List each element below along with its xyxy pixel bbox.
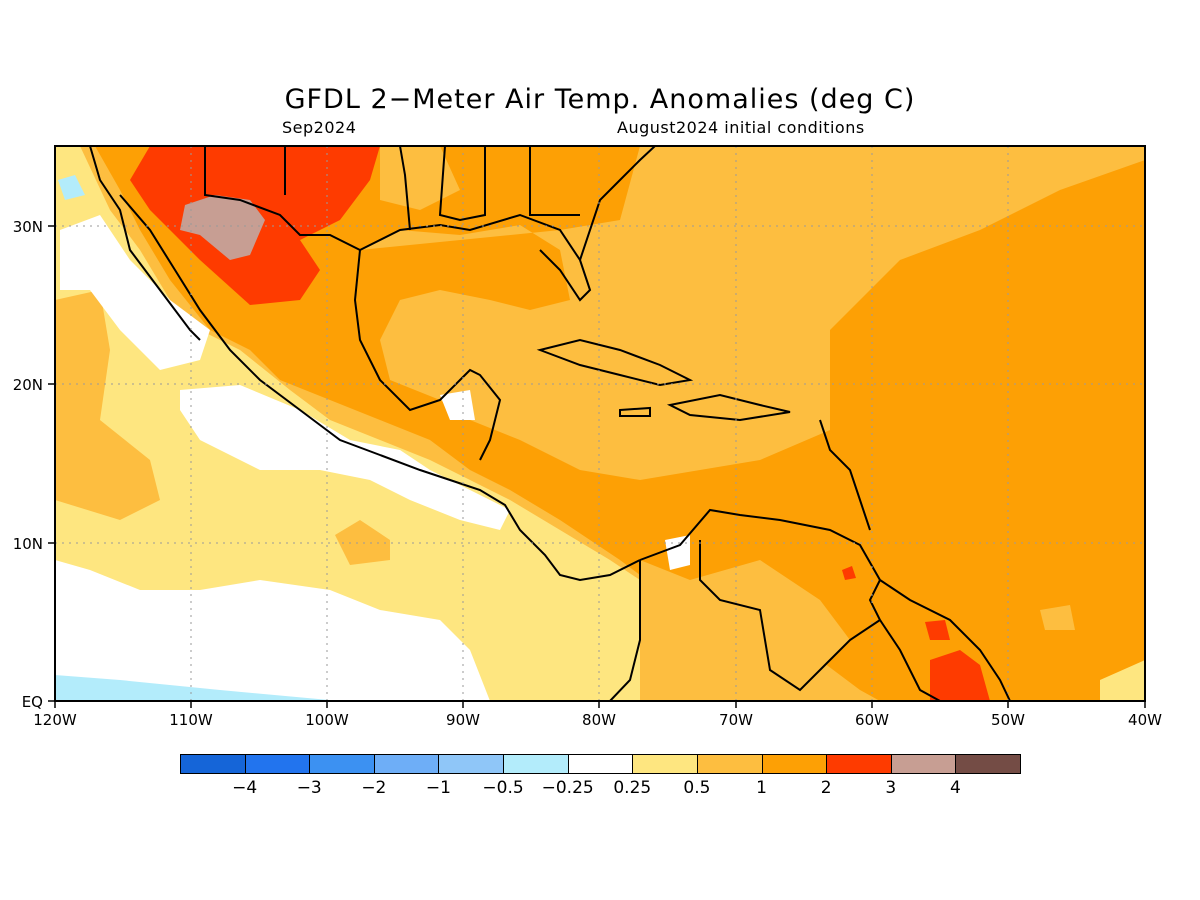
forecast-month: Sep2024 — [282, 118, 357, 137]
x-axis-labels: 120W 110W 100W 90W 80W 70W 60W 50W 40W — [33, 711, 1162, 729]
colorbar-label: 4 — [949, 778, 961, 798]
colorbar-swatch — [244, 754, 311, 774]
colorbar-label: −2 — [361, 778, 387, 798]
colorbar-label: 1 — [756, 778, 767, 798]
colorbar-swatch — [890, 754, 957, 774]
colorbar-swatch — [955, 754, 1021, 774]
anomaly-region-2-3 — [925, 620, 950, 640]
anomaly-region-0.5-1 — [55, 290, 160, 520]
colorbar-swatch — [761, 754, 828, 774]
colorbar-swatch — [567, 754, 634, 774]
anomaly-region-negative — [55, 675, 340, 701]
x-tick-label: 60W — [855, 711, 889, 729]
anomaly-region-near-zero — [440, 390, 475, 420]
colorbar-label: −0.5 — [482, 778, 524, 798]
y-tick-label: 30N — [13, 218, 43, 236]
x-tick-label: 90W — [446, 711, 480, 729]
y-tick-label: EQ — [22, 693, 43, 711]
coastlines — [89, 146, 1011, 701]
y-tick-label: 20N — [13, 376, 43, 394]
anomaly-region-0.25-0.5 — [55, 146, 640, 701]
tick-marks — [48, 225, 1146, 708]
y-axis-labels: EQ 10N 20N 30N — [13, 218, 43, 711]
anomaly-region-0.5-1 — [360, 146, 1145, 480]
colorbar-swatch — [826, 754, 892, 774]
colorbar-label: 0.5 — [683, 778, 711, 798]
anomaly-region-near-zero — [60, 215, 210, 370]
anomaly-region-near-zero — [665, 535, 690, 570]
colorbar-label: 2 — [820, 778, 832, 798]
anomaly-region-0.5-1 — [1040, 605, 1075, 630]
colorbar-swatch — [696, 754, 763, 774]
colorbar-label: −4 — [232, 778, 258, 798]
anomaly-region-0.5-1 — [955, 146, 1080, 190]
anomaly-region-0.5-1 — [640, 560, 850, 701]
anomaly-region-3-4 — [180, 195, 265, 260]
anomaly-region-near-zero — [55, 560, 490, 701]
colorbar-swatch — [180, 754, 246, 774]
map-frame — [54, 145, 1146, 702]
anomaly-region-2-3 — [930, 650, 990, 701]
x-tick-label: 40W — [1128, 711, 1162, 729]
x-tick-label: 110W — [169, 711, 213, 729]
x-tick-label: 120W — [33, 711, 77, 729]
colorbar-swatch — [632, 754, 698, 774]
x-tick-label: 70W — [719, 711, 753, 729]
anomaly-field — [55, 146, 1145, 701]
x-tick-label: 50W — [991, 711, 1025, 729]
y-tick-label: 10N — [13, 535, 43, 553]
colorbar-label: 0.25 — [613, 778, 652, 798]
x-tick-label: 100W — [305, 711, 349, 729]
initial-conditions: August2024 initial conditions — [617, 118, 865, 137]
x-tick-label: 80W — [582, 711, 616, 729]
colorbar-swatch — [438, 754, 505, 774]
anomaly-region-2-3 — [842, 566, 856, 580]
anomaly-region-0.5-1 — [380, 146, 460, 210]
anomaly-region-near-zero — [180, 385, 510, 530]
anomaly-region-0.5-1 — [335, 520, 390, 565]
colorbar-label: −3 — [296, 778, 322, 798]
colorbar-swatch — [373, 754, 440, 774]
anomaly-region-negative — [58, 175, 85, 200]
colorbar-swatch — [503, 754, 569, 774]
colorbar-label: 3 — [885, 778, 897, 798]
gridlines — [55, 146, 1145, 701]
colorbar-label: −1 — [425, 778, 451, 798]
colorbar-swatch — [309, 754, 375, 774]
anomaly-region-0.25-0.5 — [1100, 660, 1145, 701]
colorbar-label: −0.25 — [541, 778, 594, 798]
map-title: GFDL 2−Meter Air Temp. Anomalies (deg C) — [284, 84, 916, 115]
